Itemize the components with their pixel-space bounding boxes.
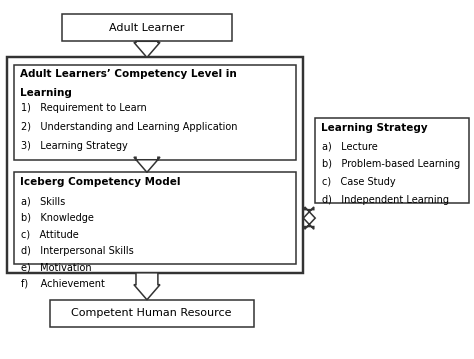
Text: b)   Knowledge: b) Knowledge [21, 213, 94, 223]
Polygon shape [303, 207, 315, 229]
Text: Adult Learners’ Competency Level in: Adult Learners’ Competency Level in [20, 69, 237, 79]
FancyBboxPatch shape [50, 300, 254, 327]
FancyBboxPatch shape [14, 172, 296, 264]
Text: 3)   Learning Strategy: 3) Learning Strategy [21, 141, 128, 151]
Text: d)   Interpersonal Skills: d) Interpersonal Skills [21, 246, 134, 256]
Text: Competent Human Resource: Competent Human Resource [72, 308, 232, 318]
Text: c)   Attitude: c) Attitude [21, 229, 79, 239]
Text: e)   Motivation: e) Motivation [21, 262, 91, 272]
FancyBboxPatch shape [14, 65, 296, 160]
FancyBboxPatch shape [315, 118, 469, 203]
Polygon shape [134, 41, 160, 57]
Text: 1)   Requirement to Learn: 1) Requirement to Learn [21, 103, 146, 113]
Polygon shape [134, 273, 160, 300]
FancyBboxPatch shape [7, 57, 303, 273]
Text: d)   Independent Learning: d) Independent Learning [322, 195, 449, 205]
Text: Adult Learner: Adult Learner [109, 23, 185, 33]
Text: a)   Lecture: a) Lecture [322, 141, 378, 151]
Text: Learning Strategy: Learning Strategy [321, 123, 428, 133]
Text: f)    Achievement: f) Achievement [21, 279, 105, 289]
Text: 2)   Understanding and Learning Application: 2) Understanding and Learning Applicatio… [21, 122, 237, 132]
FancyBboxPatch shape [62, 14, 232, 41]
Polygon shape [134, 157, 160, 172]
Text: c)   Case Study: c) Case Study [322, 177, 395, 187]
Text: b)   Problem-based Learning: b) Problem-based Learning [322, 159, 460, 169]
Text: Learning: Learning [20, 88, 72, 98]
Text: a)   Skills: a) Skills [21, 196, 65, 206]
Text: Iceberg Competency Model: Iceberg Competency Model [20, 177, 181, 187]
